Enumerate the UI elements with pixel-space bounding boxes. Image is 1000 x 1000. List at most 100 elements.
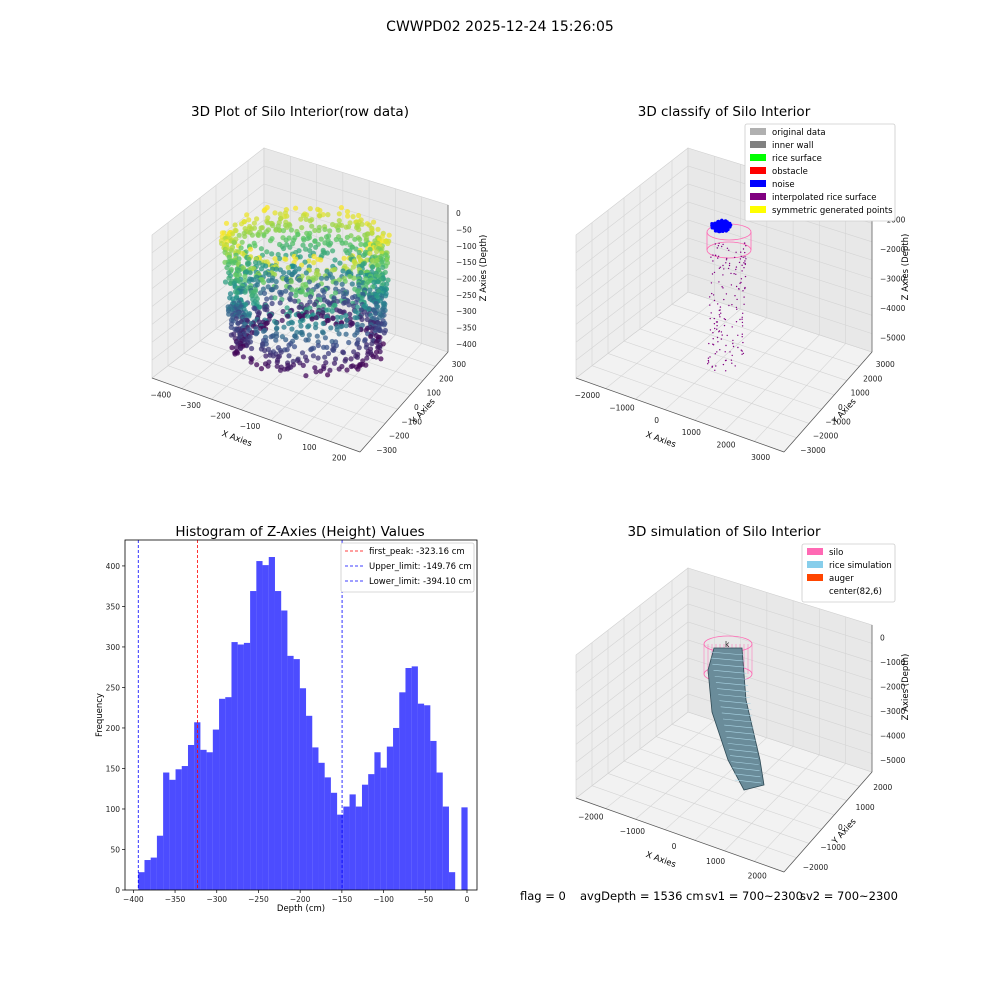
data-point	[309, 223, 315, 229]
data-point	[369, 341, 375, 347]
panel-raw-tick-labels: −400 −300 −200 −100 0 100 200 −300 −200 −100 0 100 2…	[151, 209, 477, 463]
data-point	[274, 363, 280, 369]
x-tick-label: −300	[180, 401, 201, 410]
y-tick-label: 1000	[851, 389, 870, 398]
legend-swatch	[750, 206, 766, 213]
data-point	[258, 266, 265, 272]
rice-mesh-line	[715, 682, 749, 686]
interpolated-point	[713, 299, 716, 302]
interpolated-point	[737, 334, 739, 336]
data-point	[326, 242, 332, 248]
interpolated-point	[721, 334, 723, 336]
interpolated-point	[740, 278, 743, 280]
interpolated-point	[712, 260, 714, 262]
data-point	[344, 367, 350, 373]
noise-point	[723, 219, 727, 223]
x-tick-label: −400	[151, 390, 172, 399]
grid-line	[664, 317, 768, 410]
data-point	[340, 350, 347, 356]
interpolated-point	[719, 316, 721, 318]
data-point	[353, 246, 359, 252]
interpolated-point	[714, 254, 717, 256]
panel-histogram: Histogram of Z-Axies (Height) Values −40…	[95, 524, 478, 914]
data-point	[296, 277, 302, 283]
center-marker: k	[725, 640, 730, 649]
rice-mesh-line	[711, 657, 745, 662]
interpolated-point	[734, 295, 736, 297]
noise-point	[714, 227, 718, 231]
data-point	[312, 227, 318, 233]
data-point	[289, 272, 295, 278]
data-point	[336, 211, 342, 217]
legend-label: original data	[772, 128, 826, 138]
data-point	[278, 349, 284, 355]
data-point	[272, 256, 278, 262]
data-point	[384, 281, 390, 287]
y-tick-label: −1000	[820, 843, 846, 852]
x-tick-label: 0	[465, 895, 470, 904]
data-point	[249, 345, 255, 352]
data-point	[318, 275, 325, 281]
data-point	[324, 344, 330, 350]
histogram-bar	[380, 767, 387, 890]
interpolated-point	[741, 350, 743, 352]
rice-mesh-line	[728, 749, 758, 753]
data-point	[358, 270, 364, 276]
interpolated-point	[741, 270, 743, 272]
data-point	[303, 216, 309, 222]
data-point	[290, 241, 296, 247]
interpolated-point	[721, 245, 723, 248]
histogram-bar	[219, 698, 226, 890]
grid-line	[183, 353, 386, 424]
interpolated-point	[729, 351, 731, 353]
data-point	[280, 308, 286, 315]
interpolated-point	[739, 318, 741, 321]
data-point	[347, 273, 353, 280]
data-point	[312, 301, 318, 308]
grid-line	[330, 343, 422, 442]
data-point	[303, 337, 309, 343]
data-point	[303, 292, 309, 298]
data-point	[311, 260, 317, 266]
data-point	[369, 264, 375, 270]
interpolated-point	[736, 308, 738, 310]
data-point	[349, 281, 355, 287]
interpolated-point	[709, 317, 711, 320]
data-point	[263, 353, 269, 359]
grid-line	[671, 304, 860, 367]
data-point	[315, 355, 321, 361]
data-point	[251, 220, 257, 226]
legend-swatch	[750, 128, 766, 135]
noise-point	[716, 229, 720, 233]
data-point	[300, 212, 306, 219]
data-point	[236, 232, 242, 238]
data-point	[232, 351, 238, 357]
panel-simulation-tick-labels: −2000 −1000 0 1000 2000 −2000 −1000 0 1000 2000 0 −…	[578, 633, 905, 880]
data-point	[339, 281, 345, 287]
interpolated-point	[744, 275, 747, 278]
rice-mesh-line	[722, 718, 754, 723]
data-point	[272, 295, 278, 301]
data-point	[347, 220, 353, 226]
histogram-bar	[424, 705, 431, 890]
data-point	[385, 277, 391, 283]
data-point	[346, 302, 352, 308]
data-point	[320, 320, 326, 327]
histogram-bar	[461, 807, 468, 890]
data-point	[234, 290, 240, 296]
histogram-bar	[281, 610, 288, 890]
x-tick-label: 200	[332, 454, 347, 463]
y-tick-label: 3000	[876, 360, 895, 369]
interpolated-point	[720, 338, 723, 340]
grid-line	[575, 237, 873, 325]
data-point	[267, 238, 274, 244]
y-tick-label: 2000	[873, 783, 892, 792]
histogram-bar	[405, 668, 412, 890]
grid-line	[724, 754, 820, 852]
histogram-title: Histogram of Z-Axies (Height) Values	[175, 524, 424, 540]
status-sv1: sv1 = 700~2300	[705, 889, 803, 903]
z-tick-label: −4000	[880, 304, 906, 313]
data-point	[342, 358, 348, 364]
data-point	[283, 256, 289, 262]
data-point	[283, 237, 289, 243]
